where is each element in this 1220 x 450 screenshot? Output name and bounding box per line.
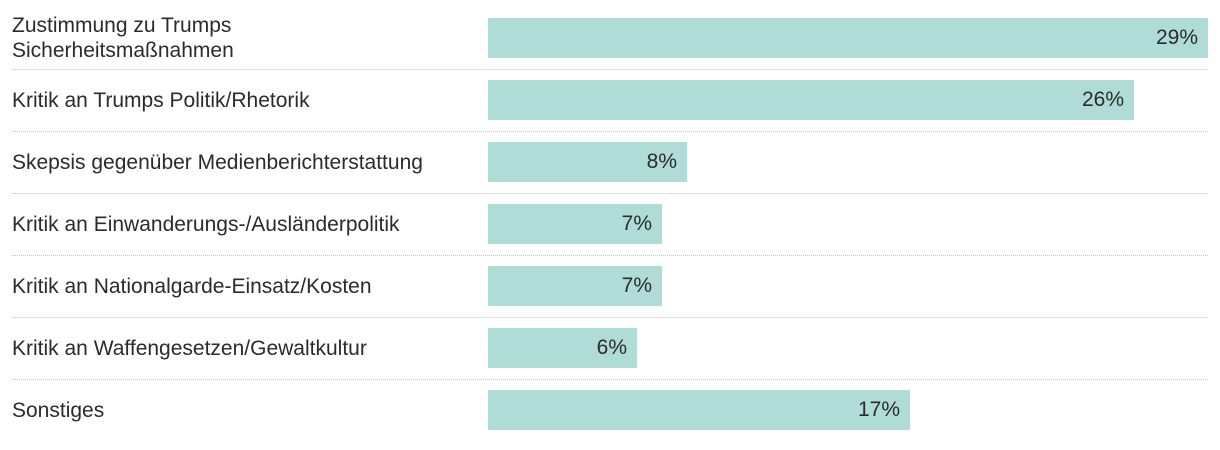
row-divider	[12, 193, 1208, 194]
data-label: 8%	[646, 150, 677, 173]
bar: 7%	[488, 204, 662, 244]
bar: 26%	[488, 80, 1134, 120]
category-label: Kritik an Nationalgarde-Einsatz/Kosten	[12, 274, 372, 298]
category-label: Sonstiges	[12, 398, 105, 422]
row-divider	[12, 255, 1208, 256]
category-label: Kritik an Waffengesetzen/Gewaltkultur	[12, 336, 367, 360]
category-label: Skepsis gegenüber Medienberichterstattun…	[12, 150, 423, 174]
data-label: 7%	[621, 274, 652, 297]
data-label: 6%	[596, 336, 627, 359]
data-label: 29%	[1155, 26, 1198, 49]
bar: 8%	[488, 142, 687, 182]
row-divider	[12, 131, 1208, 132]
bar: 6%	[488, 328, 637, 368]
data-label: 26%	[1081, 88, 1124, 111]
bar: 7%	[488, 266, 662, 306]
category-label: Kritik an Einwanderungs-/Ausländerpoliti…	[12, 212, 400, 236]
row-divider	[12, 379, 1208, 380]
row-divider	[12, 317, 1208, 318]
category-label: Kritik an Trumps Politik/Rhetorik	[12, 88, 310, 112]
data-label: 7%	[621, 212, 652, 235]
row-divider	[12, 69, 1208, 70]
category-label: Zustimmung zu Trumps Sicherheitsmaßnahme…	[12, 14, 234, 62]
data-label: 17%	[857, 398, 900, 421]
bar: 17%	[488, 390, 910, 430]
bar: 29%	[488, 18, 1208, 58]
